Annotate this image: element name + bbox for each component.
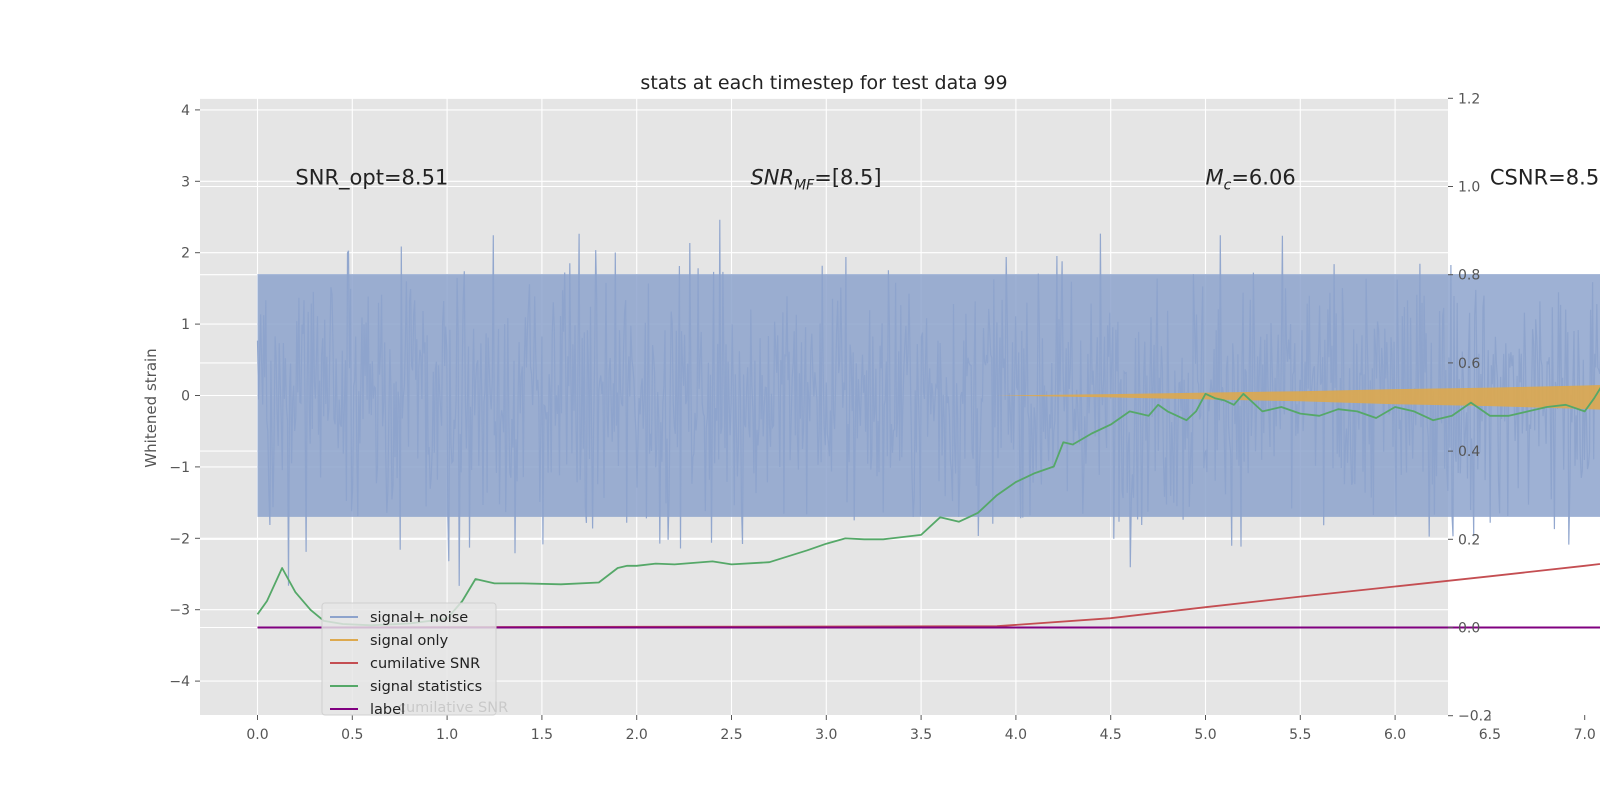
y-tick-label: −1 xyxy=(169,460,190,476)
y2-tick-label: 0.6 xyxy=(1458,356,1480,372)
legend-label: label xyxy=(370,702,405,718)
x-tick-label: 7.0 xyxy=(1574,727,1596,743)
y2-tick-label: −0.2 xyxy=(1458,709,1492,725)
label-line xyxy=(257,626,1600,629)
x-tick-label: 5.0 xyxy=(1194,727,1216,743)
signal-noise-line xyxy=(256,219,1600,586)
y-tick-label: −4 xyxy=(169,674,190,690)
annotation-text: SNRMF=[8.5] xyxy=(750,166,881,194)
chart-title: stats at each timestep for test data 99 xyxy=(640,72,1007,94)
x-tick-label: 0.0 xyxy=(246,727,268,743)
signal-statistics-line xyxy=(256,387,1600,627)
x-tick-label: 3.5 xyxy=(910,727,932,743)
legend-label: signal+ noise xyxy=(370,610,468,626)
y-tick-label: 3 xyxy=(181,174,190,190)
signal-only-band xyxy=(257,385,1600,410)
x-tick-label: 6.0 xyxy=(1384,727,1406,743)
y-tick-label: 2 xyxy=(181,246,190,262)
y-tick-label: 1 xyxy=(181,317,190,333)
x-tick-label: 6.5 xyxy=(1479,727,1501,743)
y-tick-label: 0 xyxy=(181,389,190,405)
x-tick-label: 4.0 xyxy=(1005,727,1027,743)
x-tick-label: 1.0 xyxy=(436,727,458,743)
x-tick-label: 2.5 xyxy=(720,727,742,743)
annotation-text: SNR_opt=8.51 xyxy=(295,166,448,191)
y2-tick-label: 0.4 xyxy=(1458,444,1480,460)
x-axis: 0.0 0.5 1.0 1.5 2.0 2.5 3.0 3.5 4.0 4.5 5.0 5.5 6.0 6… xyxy=(246,715,1596,743)
y-tick-label: 4 xyxy=(181,103,190,119)
y-tick-label: −2 xyxy=(169,531,190,547)
y-axis-label: Whitened strain xyxy=(142,348,160,467)
annotation-text: CSNR=8.51 xyxy=(1490,166,1600,190)
y2-tick-label: 0.2 xyxy=(1458,532,1480,548)
y2-tick-label: 0.8 xyxy=(1458,268,1480,284)
legend-box xyxy=(321,602,497,716)
y-axis-right: 1.2 1.0 0.8 0.6 0.4 0.2 0.0 −0.2 xyxy=(1448,91,1492,725)
x-tick-label: 2.0 xyxy=(626,727,648,743)
annotation-text: Mc=6.06 xyxy=(1206,166,1296,194)
series-layer xyxy=(256,219,1600,629)
legend: cumilative SNR signal+ noise signal only cu… xyxy=(321,602,508,718)
legend-label: cumilative SNR xyxy=(370,656,480,672)
y2-tick-label: 1.0 xyxy=(1458,180,1480,196)
x-tick-label: 5.5 xyxy=(1289,727,1311,743)
y2-tick-label: 1.2 xyxy=(1458,91,1480,107)
y-axis-left: 4 3 2 1 0 −1 −2 −3 −4 xyxy=(169,103,200,690)
y2-tick-label: 0.0 xyxy=(1458,621,1480,637)
y-tick-label: −3 xyxy=(169,603,190,619)
legend-ghost-text: cumilative SNR xyxy=(398,700,508,716)
x-tick-label: 0.5 xyxy=(341,727,363,743)
legend-label: signal statistics xyxy=(370,679,482,695)
x-tick-label: 1.5 xyxy=(531,727,553,743)
annotations: SNR_opt=8.51 SNRMF=[8.5] Mc=6.06 CSNR=8.51 xyxy=(295,166,1600,194)
x-tick-label: 3.0 xyxy=(815,727,837,743)
legend-label: signal only xyxy=(370,633,449,649)
x-tick-label: 4.5 xyxy=(1100,727,1122,743)
cumilative-snr-line xyxy=(257,563,1600,629)
